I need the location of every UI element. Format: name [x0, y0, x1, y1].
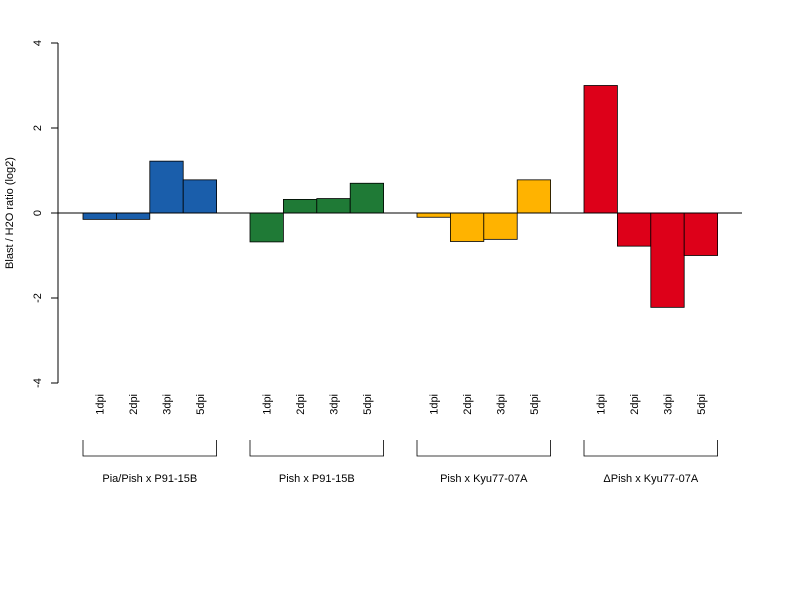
x-tick-label: 2dpi [462, 394, 474, 415]
bar [583, 85, 618, 214]
bar [149, 160, 184, 214]
bar [449, 212, 485, 242]
y-tick-label: 0 [32, 210, 44, 216]
bar [349, 182, 385, 214]
bar [282, 198, 318, 214]
bar [82, 212, 117, 220]
y-axis: -4 -2 0 2 4 [32, 40, 59, 388]
y-tick-label: 4 [32, 40, 44, 46]
bars [82, 85, 719, 308]
x-tick-label: 3dpi [496, 394, 508, 415]
x-tick-label: 1dpi [429, 394, 441, 415]
group-bracket [583, 440, 718, 457]
bar [182, 179, 217, 214]
bar [249, 212, 284, 243]
bar [683, 212, 719, 256]
x-tick-label: 2dpi [629, 394, 641, 415]
x-tick-label: 3dpi [162, 394, 174, 415]
group-brackets: Pia/Pish x P91-15B Pish x P91-15B Pish x K… [82, 440, 718, 485]
x-tick-label: 1dpi [596, 394, 608, 415]
group-bracket [249, 440, 384, 457]
y-tick-label: -4 [32, 378, 44, 388]
bar [617, 212, 652, 247]
x-tick-label: 5dpi [362, 394, 374, 415]
bar [416, 212, 451, 218]
group-label: Pia/Pish x P91-15B [102, 473, 197, 485]
x-tick-label: 5dpi [529, 394, 541, 415]
group-label: ΔPish x Kyu77-07A [603, 473, 698, 485]
bar [116, 212, 151, 220]
x-tick-label: 3dpi [663, 394, 675, 415]
x-tick-label: 3dpi [329, 394, 341, 415]
x-tick-label: 2dpi [295, 394, 307, 415]
bar [483, 212, 518, 240]
bar [316, 198, 351, 214]
group-label: Pish x Kyu77-07A [440, 473, 528, 485]
x-tick-label: 2dpi [128, 394, 140, 415]
x-tick-label: 5dpi [195, 394, 207, 415]
bar [516, 179, 552, 214]
x-tick-labels: 1dpi 2dpi 3dpi 5dpi 1dpi 2dpi 3dpi 5dpi 1dpi 2dpi… [95, 394, 708, 415]
x-tick-label: 1dpi [262, 394, 274, 415]
group-bracket [82, 440, 217, 457]
y-tick-label: 2 [32, 125, 44, 131]
y-axis-title: Blast / H2O ratio (log2) [4, 157, 16, 269]
x-tick-label: 1dpi [95, 394, 107, 415]
group-bracket [416, 440, 551, 457]
y-tick-label: -2 [32, 293, 44, 303]
x-tick-label: 5dpi [696, 394, 708, 415]
group-label: Pish x P91-15B [279, 473, 355, 485]
bar [650, 212, 685, 308]
